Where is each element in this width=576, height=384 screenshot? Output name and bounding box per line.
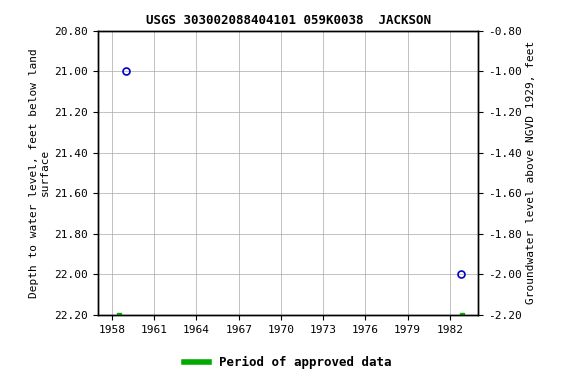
- Legend: Period of approved data: Period of approved data: [179, 351, 397, 374]
- Y-axis label: Groundwater level above NGVD 1929, feet: Groundwater level above NGVD 1929, feet: [526, 41, 536, 305]
- Title: USGS 303002088404101 059K0038  JACKSON: USGS 303002088404101 059K0038 JACKSON: [146, 14, 430, 27]
- Y-axis label: Depth to water level, feet below land
surface: Depth to water level, feet below land su…: [29, 48, 50, 298]
